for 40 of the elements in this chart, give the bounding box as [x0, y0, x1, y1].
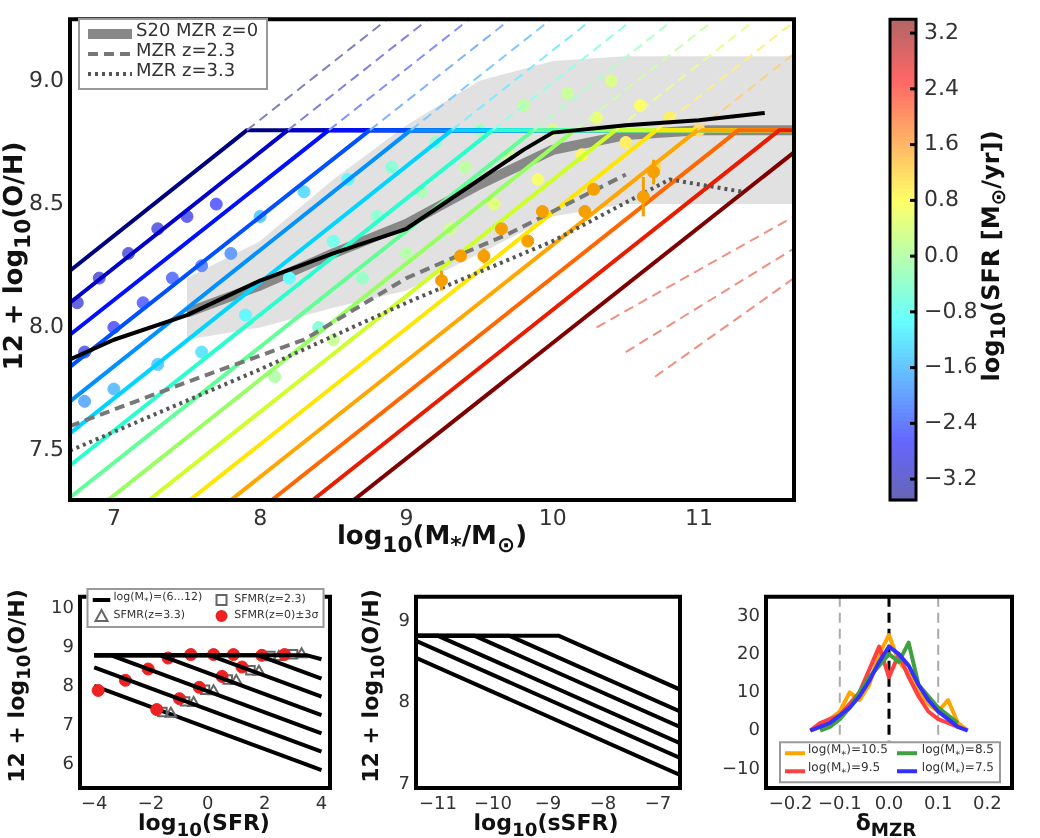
legend-label: MZR z=2.3	[136, 41, 236, 62]
y-tick-label: 7	[398, 774, 410, 795]
x-tick-label: 11	[684, 504, 713, 531]
color-bar-label: 1.6	[924, 130, 959, 157]
x-tick-label: −0.2	[768, 795, 813, 816]
color-bar-label: 0.0	[924, 241, 959, 268]
y-tick-label: 8.5	[29, 189, 64, 216]
y-tick-label: 10	[51, 599, 75, 620]
y-tick-label: 8	[62, 677, 75, 698]
legend-label: MZR z=3.3	[136, 61, 236, 84]
x-tick-label: −11	[419, 795, 457, 816]
y-tick-label: 7.5	[29, 436, 64, 463]
color-bar-label: 2.4	[924, 74, 959, 101]
x-tick-label: −4	[80, 795, 109, 816]
y-tick-label: 10	[737, 683, 761, 704]
y-tick-label: 20	[737, 644, 761, 665]
y-tick-label: 8	[398, 693, 411, 714]
x-tick-label: 7	[106, 504, 121, 531]
color-bar-label: −1.6	[924, 353, 978, 380]
color-bar-label: 3.2	[924, 18, 959, 45]
y-tick-label: 8.0	[29, 313, 64, 340]
y-tick-label: 9.0	[29, 66, 64, 93]
y-tick-label: 9	[398, 611, 411, 632]
x-tick-label: 8	[253, 504, 268, 531]
x-tick-label: 0.2	[973, 795, 1002, 816]
y-tick-label: −10	[722, 759, 761, 780]
color-bar-label: −3.2	[924, 464, 978, 491]
color-bar-label: −0.8	[924, 297, 978, 324]
color-bar-label: 0.8	[924, 186, 959, 213]
x-tick-label: 4	[315, 795, 328, 816]
y-tick-label: 7	[62, 716, 74, 737]
x-tick-label: 0.1	[923, 795, 953, 816]
y-tick-label: 30	[737, 606, 761, 627]
y-tick-label: 6	[62, 755, 75, 776]
y-tick-label: 0	[748, 721, 761, 742]
color-bar-label: −2.4	[924, 409, 978, 436]
x-tick-label: 10	[538, 504, 567, 531]
x-tick-label: −7	[644, 795, 672, 816]
y-tick-label: 9	[62, 638, 75, 659]
legend-label: S20 MZR z=0	[136, 22, 259, 42]
